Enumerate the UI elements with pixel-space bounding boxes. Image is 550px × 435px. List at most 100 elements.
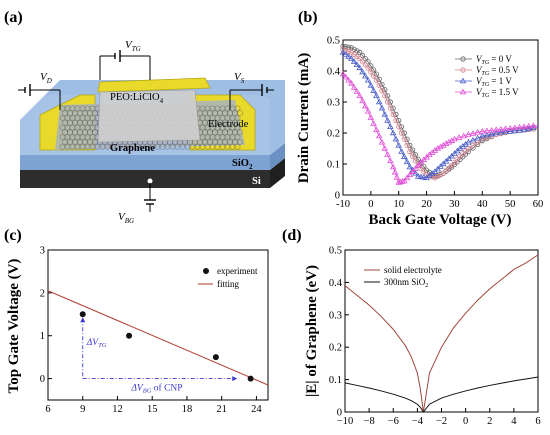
plot-b-point [470, 142, 476, 148]
plot-b-series-line [342, 45, 539, 177]
plot-b-point [414, 173, 422, 179]
plot-c-xtick-label: 6 [45, 404, 50, 415]
plot-b-point [401, 130, 407, 136]
plot-b-point [404, 142, 410, 148]
plot-b-ytick-label: 0.4 [327, 67, 341, 78]
plot-b-point [373, 92, 380, 98]
plot-b-point [396, 118, 402, 124]
plot-b-xlabel: Back Gate Voltage (V) [369, 212, 512, 228]
plot-b-point [457, 156, 463, 162]
plot-b-legend-entry: VTG = 1 V [476, 76, 512, 88]
plot-b-point [348, 55, 355, 61]
graphene-label: Graphene [110, 143, 155, 154]
plot-b-point [345, 53, 352, 59]
plot-b-point [525, 122, 533, 129]
plot-d-ylabel: |E| of Graphene (eV) [304, 265, 320, 397]
plot-b-point [446, 165, 452, 171]
plot-b-point [359, 59, 366, 65]
plot-c-ytick-label: 3 [40, 246, 45, 257]
plot-b-point [359, 68, 366, 75]
plot-b-point [395, 179, 403, 185]
plot-b-point [412, 169, 419, 176]
plot-b-point [414, 162, 422, 168]
plot-b-point [440, 170, 446, 176]
plot-b-point [488, 127, 495, 133]
plot-b-point [397, 178, 404, 185]
plot-b-ytick-label: 0.1 [327, 160, 340, 171]
plot-b-point [483, 127, 491, 134]
plot-b-point [448, 137, 455, 143]
plot-b-point [465, 131, 472, 137]
plot-b-point [434, 145, 442, 151]
plot-c-legend-experiment: experiment [217, 266, 258, 276]
plot-b-xtick-label: 60 [533, 199, 544, 210]
plot-b-point [530, 122, 537, 128]
plot-b-point [520, 126, 528, 133]
plot-b-point [460, 151, 466, 157]
plot-b-point [445, 138, 453, 145]
plot-b-point [412, 152, 419, 158]
plot-c-frame [47, 249, 269, 401]
sio2-layer-front [20, 155, 270, 170]
plot-b-point [393, 174, 401, 180]
plot-b-legend-marker [459, 88, 467, 95]
plot-b-ytick-label: 0.3 [327, 98, 340, 109]
plot-b-point [462, 151, 469, 157]
plot-b-point [460, 132, 468, 139]
plot-b-point [435, 173, 441, 179]
plot-b-point [382, 93, 388, 99]
plot-b-point [465, 138, 472, 145]
plot-c-ytick-label: 0 [40, 374, 45, 385]
plot-b-xtick-label: 30 [449, 199, 460, 210]
plot-b-point [502, 125, 509, 132]
plot-b-point [373, 126, 380, 133]
plot-b-point [382, 87, 388, 93]
plot-d-ytick-label: 0.1 [329, 375, 342, 386]
vd-label: VD [40, 71, 52, 85]
plot-c-ylabel: Top Gate Voltage (V) [6, 259, 22, 394]
plot-b-point [492, 126, 500, 133]
plot-c-xtick-label: 9 [80, 404, 85, 415]
plot-b-point [365, 59, 371, 65]
plot-b-point [406, 171, 414, 178]
plot-b-point [400, 153, 408, 159]
plot-b-point [442, 140, 450, 147]
plot-b-legend-entry: VTG = 0.5 V [476, 65, 519, 77]
plot-b-point [393, 111, 399, 118]
plot-b-point [391, 168, 399, 175]
plot-c-experiment-point [247, 375, 254, 382]
plot-b-point [389, 163, 397, 170]
top-gate-electrode [97, 77, 211, 93]
plot-b-point [407, 149, 413, 155]
plot-b-point [387, 105, 393, 111]
plot-b-point [474, 134, 481, 141]
plot-c-experiment-point [126, 332, 133, 339]
plot-c-ytick-label: 2 [40, 288, 45, 299]
plot-b-point [415, 156, 421, 162]
plot-b-ylabel: Drain Current (mA) [296, 53, 312, 184]
electrolyte-block [97, 89, 201, 143]
plot-b-point [370, 120, 377, 126]
plot-b-point [365, 65, 371, 71]
electrolyte-label: PEO:LiClO4 [110, 92, 164, 105]
plot-c-ytick-label: 1 [40, 331, 45, 342]
plot-b-point [488, 130, 495, 137]
plot-b-point [376, 76, 382, 82]
plot-b-point [400, 177, 408, 184]
plot-b-point [384, 117, 391, 123]
plot-d-ytick-label: 0 [337, 408, 342, 419]
plot-c-legend-marker [203, 268, 209, 274]
plot-d-xtick-label: −8 [364, 416, 375, 427]
plot-b-xtick-label: 10 [393, 199, 404, 210]
plot-b-point [451, 159, 458, 166]
plot-b-point [353, 61, 361, 67]
plot-b-point [511, 124, 519, 131]
plot-b-xtick-label: 40 [477, 199, 488, 210]
panel-b-label: (b) [298, 9, 318, 26]
plot-b-xtick-label: 0 [368, 199, 373, 210]
plot-c-xtick-label: 24 [251, 404, 262, 415]
plot-c-dvbg-label: ΔVBG of CNP [130, 383, 182, 395]
